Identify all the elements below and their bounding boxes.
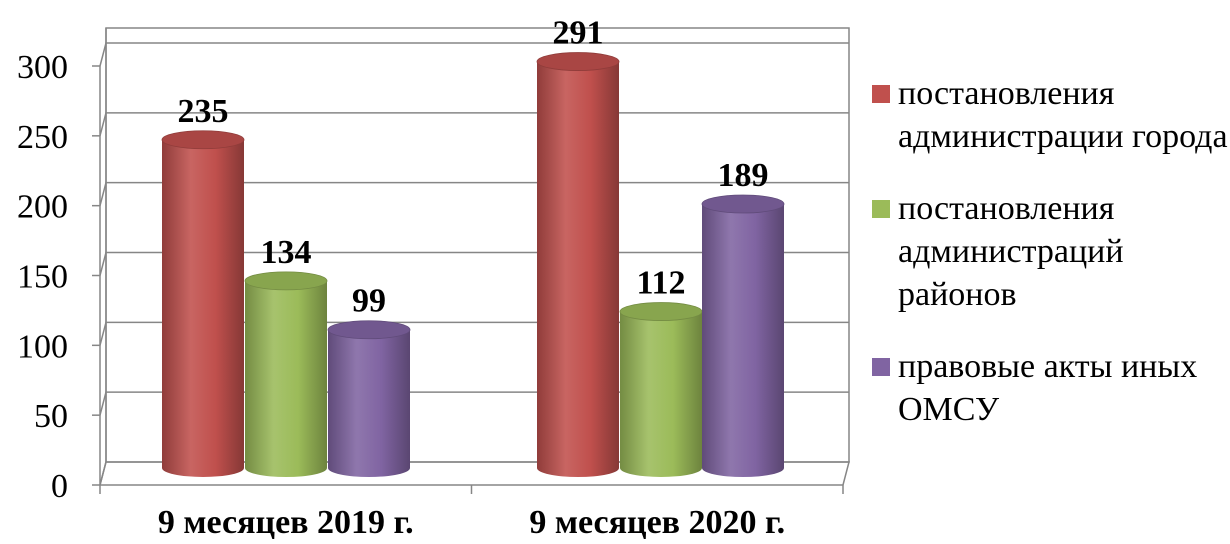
data-label: 235 [178, 93, 229, 130]
legend-label-other: правовые акты иных ОМСУ [898, 348, 1198, 428]
y-tick-label: 50 [34, 398, 68, 435]
bar [327, 320, 411, 477]
legend: постановления администрации города поста… [868, 72, 1230, 460]
data-label: 291 [553, 15, 604, 52]
legend-label-districts: постановления администраций районов [898, 190, 1124, 313]
bars [161, 52, 785, 477]
bar-body [702, 204, 784, 477]
floor [99, 461, 850, 486]
x-category-label: 9 месяцев 2019 г. [158, 504, 414, 541]
bar-body [537, 61, 619, 477]
data-label: 134 [261, 234, 312, 271]
chart-walls [99, 27, 850, 486]
legend-label-city: постановления администрации города [898, 75, 1228, 155]
bar-top [327, 320, 411, 340]
bar-top [161, 130, 245, 150]
x-axis-category-labels: 9 месяцев 2019 г. 9 месяцев 2020 г. [158, 504, 785, 541]
bar-top [536, 52, 620, 71]
bar-top [701, 194, 785, 214]
data-label: 189 [718, 157, 769, 194]
legend-item-other: правовые акты иных ОМСУ [868, 345, 1230, 431]
bar [536, 52, 620, 477]
bar [619, 302, 703, 477]
legend-swatch-city [872, 85, 890, 103]
data-label: 99 [352, 283, 386, 320]
legend-item-districts: постановления администраций районов [868, 187, 1230, 316]
y-tick-label: 200 [17, 189, 68, 226]
bar-top [244, 271, 328, 291]
gridline [99, 42, 849, 67]
y-tick-label: 300 [17, 49, 68, 86]
y-tick-label: 100 [17, 328, 68, 365]
y-tick-label: 150 [17, 259, 68, 296]
y-tick-label: 250 [17, 119, 68, 156]
bar [244, 271, 328, 477]
bar [701, 194, 785, 477]
legend-swatch-other [872, 358, 890, 376]
bar-body [162, 139, 244, 477]
axes [92, 65, 844, 494]
legend-item-city: постановления администрации города [868, 72, 1230, 158]
data-label: 112 [636, 265, 685, 302]
bar-body [620, 311, 702, 477]
bar-body [328, 329, 410, 477]
y-tick-label: 0 [51, 468, 68, 505]
data-labels: 235 134 99 291 112 189 [178, 15, 769, 320]
bar [161, 130, 245, 477]
x-category-label: 9 месяцев 2020 г. [529, 504, 785, 541]
y-axis-tick-labels: 0 50 100 150 200 250 300 [17, 49, 68, 505]
bar-body [245, 280, 327, 477]
legend-swatch-districts [872, 200, 890, 218]
bar-top [619, 302, 703, 321]
